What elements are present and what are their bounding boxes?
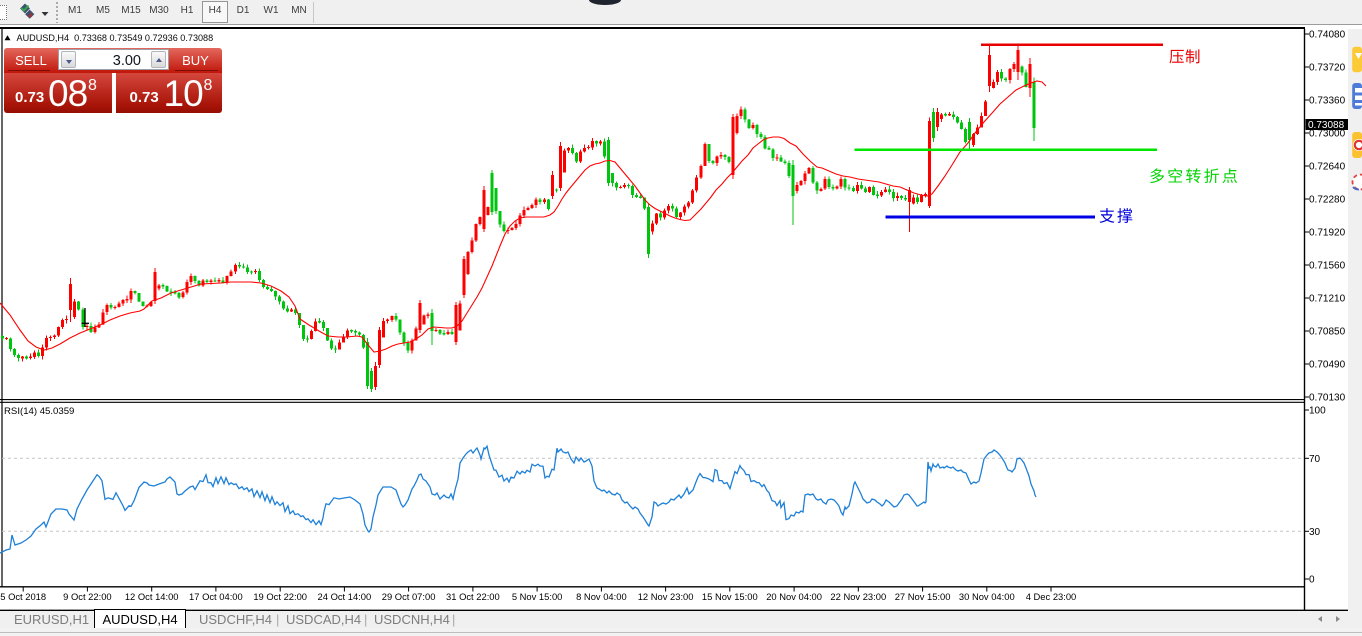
svg-text:29 Oct 07:00: 29 Oct 07:00 <box>382 591 436 602</box>
svg-text:0.70850: 0.70850 <box>1309 327 1346 338</box>
svg-text:19 Oct 22:00: 19 Oct 22:00 <box>253 591 307 602</box>
svg-text:0.73000: 0.73000 <box>1309 129 1346 140</box>
svg-text:0.71210: 0.71210 <box>1309 294 1346 305</box>
svg-text:0.70490: 0.70490 <box>1309 360 1346 371</box>
svg-text:30: 30 <box>1309 527 1321 538</box>
svg-text:12 Oct 14:00: 12 Oct 14:00 <box>125 591 179 602</box>
svg-text:0.70130: 0.70130 <box>1309 393 1346 404</box>
svg-text:0.73360: 0.73360 <box>1309 96 1346 107</box>
svg-text:RSI(14) 45.0359: RSI(14) 45.0359 <box>4 406 74 417</box>
svg-text:17 Oct 04:00: 17 Oct 04:00 <box>189 591 243 602</box>
svg-text:9 Oct 22:00: 9 Oct 22:00 <box>63 591 111 602</box>
svg-text:0.72640: 0.72640 <box>1309 162 1346 173</box>
svg-text:5 Oct 2018: 5 Oct 2018 <box>0 591 46 602</box>
svg-text:0: 0 <box>1309 575 1315 586</box>
svg-text:4 Dec 23:00: 4 Dec 23:00 <box>1026 591 1077 602</box>
svg-text:AUDUSD,H4 0.73368 0.73549 0.7: AUDUSD,H4 0.73368 0.73549 0.72936 0.7308… <box>17 33 214 43</box>
svg-text:0.73088: 0.73088 <box>1308 120 1345 131</box>
svg-text:0.73720: 0.73720 <box>1309 63 1346 74</box>
svg-text:20 Nov 04:00: 20 Nov 04:00 <box>766 591 822 602</box>
svg-text:22 Nov 23:00: 22 Nov 23:00 <box>830 591 886 602</box>
svg-text:24 Oct 14:00: 24 Oct 14:00 <box>318 591 372 602</box>
svg-text:0.72280: 0.72280 <box>1309 195 1346 206</box>
svg-text:0.71560: 0.71560 <box>1309 261 1346 272</box>
svg-text:12 Nov 23:00: 12 Nov 23:00 <box>638 591 694 602</box>
svg-text:70: 70 <box>1309 454 1321 465</box>
svg-text:27 Nov 15:00: 27 Nov 15:00 <box>895 591 951 602</box>
svg-text:30 Nov 04:00: 30 Nov 04:00 <box>959 591 1015 602</box>
svg-text:8 Nov 04:00: 8 Nov 04:00 <box>576 591 627 602</box>
svg-text:0.71920: 0.71920 <box>1309 228 1346 239</box>
svg-text:5 Nov 15:00: 5 Nov 15:00 <box>512 591 563 602</box>
svg-text:100: 100 <box>1309 406 1326 417</box>
svg-text:0.74080: 0.74080 <box>1309 30 1346 41</box>
svg-text:31 Oct 22:00: 31 Oct 22:00 <box>446 591 500 602</box>
svg-text:15 Nov 15:00: 15 Nov 15:00 <box>702 591 758 602</box>
